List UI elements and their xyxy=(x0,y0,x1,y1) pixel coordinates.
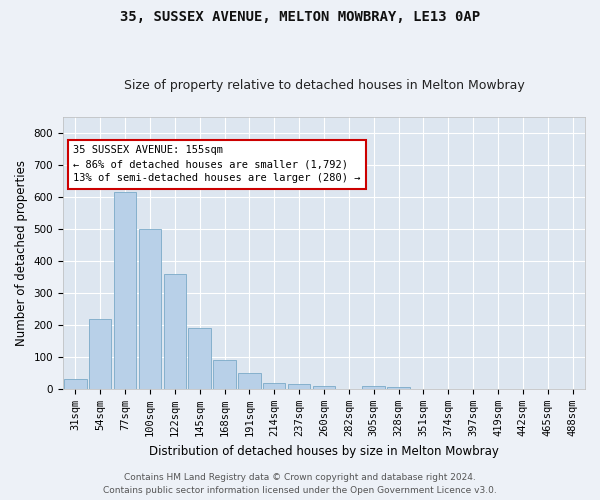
Text: 35 SUSSEX AVENUE: 155sqm
← 86% of detached houses are smaller (1,792)
13% of sem: 35 SUSSEX AVENUE: 155sqm ← 86% of detach… xyxy=(73,146,361,184)
Bar xyxy=(164,274,186,389)
Bar xyxy=(388,388,410,389)
Title: Size of property relative to detached houses in Melton Mowbray: Size of property relative to detached ho… xyxy=(124,79,524,92)
Bar xyxy=(188,328,211,389)
Bar xyxy=(313,386,335,389)
Bar xyxy=(139,229,161,389)
Bar xyxy=(114,192,136,389)
Bar xyxy=(238,373,260,389)
Bar xyxy=(64,380,86,389)
Bar xyxy=(362,386,385,389)
Bar xyxy=(89,318,112,389)
X-axis label: Distribution of detached houses by size in Melton Mowbray: Distribution of detached houses by size … xyxy=(149,444,499,458)
Bar xyxy=(288,384,310,389)
Text: 35, SUSSEX AVENUE, MELTON MOWBRAY, LE13 0AP: 35, SUSSEX AVENUE, MELTON MOWBRAY, LE13 … xyxy=(120,10,480,24)
Bar xyxy=(263,382,286,389)
Text: Contains HM Land Registry data © Crown copyright and database right 2024.
Contai: Contains HM Land Registry data © Crown c… xyxy=(103,474,497,495)
Y-axis label: Number of detached properties: Number of detached properties xyxy=(15,160,28,346)
Bar xyxy=(214,360,236,389)
